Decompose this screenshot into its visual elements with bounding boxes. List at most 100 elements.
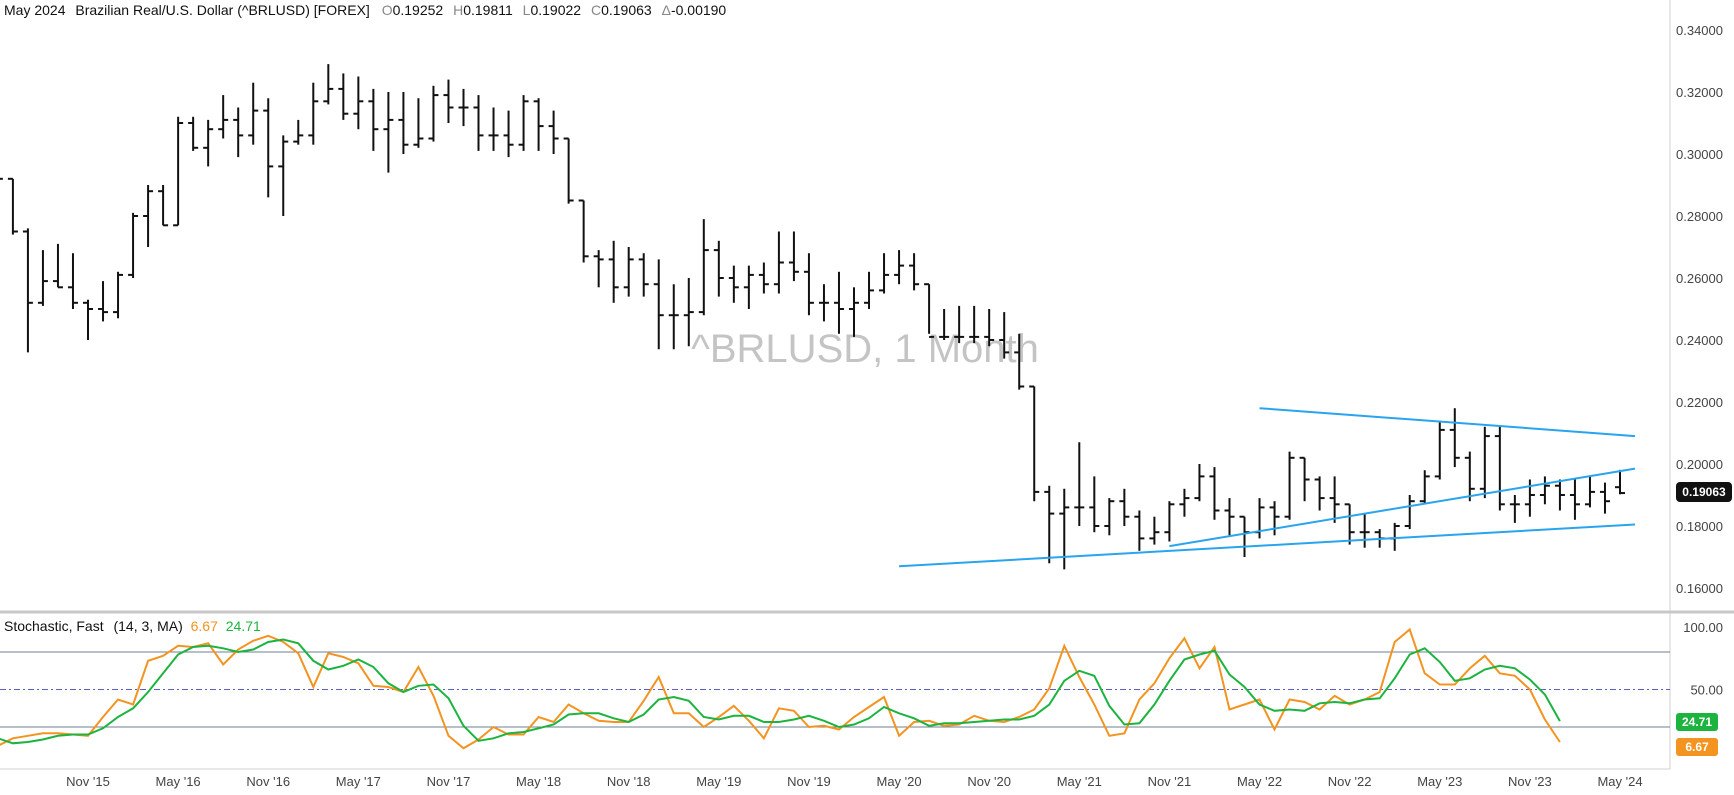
price-tick-label: 0.20000: [1676, 457, 1723, 472]
ohlc-bar: [1584, 476, 1595, 508]
ohlc-bar: [1479, 426, 1490, 499]
ohlc-bar: [864, 271, 875, 309]
ohlc-bar: [743, 265, 754, 309]
ohlc-bar: [83, 299, 93, 340]
ohlc-bar: [773, 231, 784, 294]
time-tick-label: May '22: [1237, 774, 1282, 789]
time-tick-label: Nov '19: [787, 774, 831, 789]
last-price-tag: 0.19063: [1676, 482, 1732, 502]
ohlc-bar: [368, 88, 379, 151]
header-low-label: L: [523, 2, 531, 18]
ohlc-bar: [1434, 420, 1445, 480]
ohlc-bar: [308, 82, 319, 145]
ohlc-bar: [353, 76, 364, 130]
header-change-value: -0.00190: [671, 2, 726, 18]
ohlc-bar: [1464, 451, 1475, 502]
ohlc-bar: [1404, 495, 1415, 530]
ohlc-bar: [1599, 482, 1610, 514]
ohlc-bar: [0, 177, 3, 180]
ohlc-bar: [518, 95, 529, 151]
ohlc-bar: [653, 259, 664, 350]
ohlc-bar: [428, 85, 439, 142]
price-tick-label: 0.24000: [1676, 333, 1723, 348]
header-open-value: 0.19252: [393, 2, 444, 18]
ohlc-bar: [383, 92, 394, 173]
price-tick-label: 0.16000: [1676, 581, 1723, 596]
ohlc-bar: [413, 98, 424, 148]
symbol-header: May 2024 Brazilian Real/U.S. Dollar (^BR…: [4, 2, 726, 18]
time-tick-label: Nov '15: [66, 774, 110, 789]
ohlc-bar: [999, 312, 1010, 359]
stoch-k-tag-bg: [1676, 738, 1718, 756]
stoch-k-value: 6.67: [191, 618, 218, 634]
ohlc-bar: [1284, 451, 1295, 520]
ohlc-bar: [1615, 469, 1625, 495]
ohlc-bar: [113, 271, 124, 319]
ohlc-bar: [1194, 464, 1205, 502]
time-tick-label: May '16: [156, 774, 201, 789]
time-tick-label: Nov '22: [1328, 774, 1372, 789]
trend-lines: [899, 407, 1636, 568]
time-tick-label: Nov '23: [1508, 774, 1552, 789]
header-open-label: O: [382, 2, 393, 18]
ohlc-bar: [728, 265, 739, 303]
stoch-tags: 24.71 6.67: [1676, 713, 1718, 756]
time-axis: Nov '15 May '16 Nov '16 May '17 Nov '17 May '…: [66, 774, 1642, 789]
ohlc-bar: [1299, 456, 1310, 502]
ohlc-bar: [37, 250, 48, 306]
trendline: [1169, 467, 1636, 548]
ohlc-bar: [98, 281, 109, 322]
stoch-tick-label: 50.00: [1690, 683, 1723, 698]
stoch-series-line: [0, 638, 1561, 745]
ohlc-bar: [173, 116, 184, 227]
trendline: [1259, 407, 1636, 438]
ohlc-bar: [1104, 498, 1115, 536]
ohlc-bar: [683, 278, 694, 347]
ohlc-bar: [623, 247, 634, 297]
header-change-label: Δ: [662, 2, 671, 18]
watermark: ^BRLUSD, 1 Month: [691, 327, 1039, 371]
ohlc-bar: [338, 73, 349, 120]
stoch-params: (14, 3, MA): [113, 618, 182, 634]
ohlc-bar: [188, 116, 199, 151]
ohlc-bar: [1359, 513, 1370, 548]
last-price-tag-label: 0.19063: [1682, 485, 1726, 499]
ohlc-bar: [263, 98, 274, 198]
ohlc-bar: [1494, 426, 1505, 511]
ohlc-bar: [1569, 479, 1580, 520]
stoch-d-tag: 24.71: [1682, 715, 1712, 729]
time-tick-label: May '17: [336, 774, 381, 789]
price-tick-label: 0.26000: [1676, 271, 1723, 286]
ohlc-bar: [668, 284, 679, 350]
ohlc-bar: [1209, 467, 1220, 520]
price-tick-label: 0.32000: [1676, 85, 1723, 100]
ohlc-bar: [488, 107, 499, 151]
ohlc-bar: [248, 82, 259, 145]
ohlc-bar: [1074, 442, 1085, 526]
price-bars: [0, 64, 1625, 570]
ohlc-bar: [458, 88, 469, 127]
ohlc-bar: [203, 119, 214, 167]
ohlc-bar: [128, 212, 139, 278]
header-close-value: 0.19063: [601, 2, 652, 18]
ohlc-bar: [578, 199, 589, 263]
ohlc-bar: [698, 219, 709, 316]
price-tick-label: 0.18000: [1676, 519, 1723, 534]
ohlc-bar: [608, 240, 619, 303]
stoch-k-tag: 6.67: [1685, 740, 1709, 754]
stoch-lines: [0, 627, 1561, 750]
ohlc-bar: [803, 253, 814, 316]
ohlc-bar: [713, 240, 724, 297]
ohlc-bar: [1089, 476, 1100, 533]
stoch-tick-label: 100.00: [1683, 620, 1723, 635]
time-tick-label: Nov '18: [607, 774, 651, 789]
price-axis: 0.34000 0.32000 0.30000 0.28000 0.26000 0.240…: [1676, 23, 1723, 596]
stoch-name: Stochastic, Fast: [4, 618, 104, 634]
ohlc-bar: [218, 95, 229, 139]
ohlc-bar: [758, 262, 769, 294]
ohlc-bar: [278, 135, 289, 216]
time-tick-label: May '18: [516, 774, 561, 789]
header-name: Brazilian Real/U.S. Dollar (^BRLUSD) [FO…: [75, 2, 369, 18]
ohlc-bar: [1419, 470, 1430, 505]
